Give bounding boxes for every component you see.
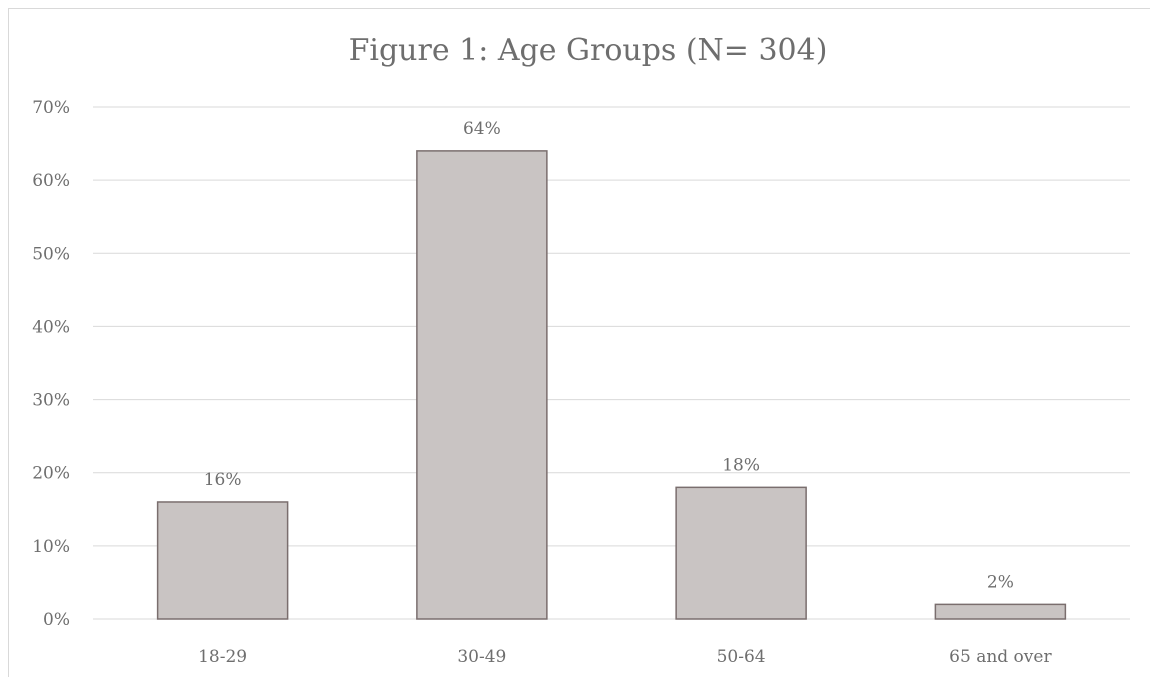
y-tick-label: 0% (43, 610, 70, 630)
data-label: 64% (463, 119, 501, 139)
x-tick-label: 30-49 (457, 647, 506, 667)
x-tick-label: 65 and over (949, 647, 1052, 667)
x-tick-label: 18-29 (198, 647, 247, 667)
bar-30-49 (416, 150, 548, 620)
y-axis-ticks: 0% 10% 20% 30% 40% 50% 60% 70% (32, 98, 70, 630)
y-tick-label: 40% (32, 317, 70, 337)
y-tick-label: 70% (32, 98, 70, 118)
data-label: 2% (987, 572, 1014, 592)
data-labels: 16% 64% 18% 2% (204, 119, 1014, 592)
chart-frame (8, 8, 1150, 677)
y-tick-label: 50% (32, 244, 70, 264)
bar-65-and-over (934, 603, 1067, 620)
bar-50-64 (675, 486, 807, 620)
data-label: 16% (204, 470, 242, 490)
y-tick-label: 30% (32, 391, 70, 411)
x-axis-ticks: 18-29 30-49 50-64 65 and over (198, 647, 1052, 667)
y-tick-label: 10% (32, 537, 70, 557)
bars (156, 150, 1067, 620)
x-tick-label: 50-64 (717, 647, 766, 667)
bar-18-29 (156, 501, 289, 620)
y-tick-label: 60% (32, 171, 70, 191)
data-label: 18% (722, 455, 760, 475)
chart-title: Figure 1: Age Groups (N= 304) (349, 33, 828, 68)
gridlines (93, 106, 1130, 620)
y-tick-label: 20% (32, 464, 70, 484)
